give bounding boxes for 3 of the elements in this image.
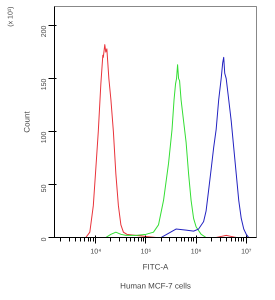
x-axis-title: FITC-A — [142, 262, 170, 272]
y-axis-title: Count — [22, 110, 32, 133]
text: Human MCF-7 cells — [120, 282, 191, 290]
